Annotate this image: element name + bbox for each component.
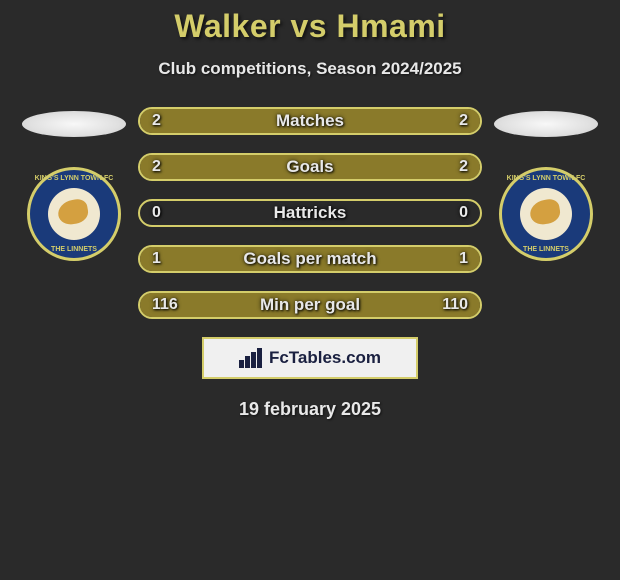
brand-chart-icon bbox=[239, 348, 263, 368]
right-player-col: KING'S LYNN TOWN FC THE LINNETS bbox=[490, 107, 602, 261]
stat-bar: 22Goals bbox=[138, 153, 482, 181]
club-badge-right: KING'S LYNN TOWN FC THE LINNETS bbox=[499, 167, 593, 261]
bar-fill-left bbox=[140, 109, 310, 133]
brand-text: FcTables.com bbox=[269, 348, 381, 368]
stat-bar: 116110Min per goal bbox=[138, 291, 482, 319]
stat-bar: 11Goals per match bbox=[138, 245, 482, 273]
comparison-card: Walker vs Hmami Club competitions, Seaso… bbox=[0, 0, 620, 420]
bar-fill-right bbox=[310, 155, 480, 179]
badge-bird-icon bbox=[528, 198, 562, 227]
stat-bar: 22Matches bbox=[138, 107, 482, 135]
player-photo-placeholder-right bbox=[494, 111, 598, 137]
stat-bar: 0 0Hattricks bbox=[138, 199, 482, 227]
bar-fill-right bbox=[313, 293, 480, 317]
main-row: KING'S LYNN TOWN FC THE LINNETS 22Matche… bbox=[0, 107, 620, 319]
badge-bird-icon bbox=[56, 198, 90, 227]
stat-label: Hattricks bbox=[140, 201, 480, 225]
date-line: 19 february 2025 bbox=[239, 399, 381, 420]
badge-inner bbox=[520, 188, 572, 240]
badge-inner bbox=[48, 188, 100, 240]
badge-bottom-text: THE LINNETS bbox=[30, 246, 118, 253]
player-photo-placeholder-left bbox=[22, 111, 126, 137]
badge-top-text: KING'S LYNN TOWN FC bbox=[502, 175, 590, 182]
stat-value-right: 0 bbox=[459, 201, 468, 225]
page-title: Walker vs Hmami bbox=[174, 8, 445, 45]
badge-top-text: KING'S LYNN TOWN FC bbox=[30, 175, 118, 182]
bar-fill-left bbox=[140, 155, 310, 179]
bar-fill-right bbox=[310, 247, 480, 271]
bar-fill-right bbox=[310, 109, 480, 133]
club-badge-left: KING'S LYNN TOWN FC THE LINNETS bbox=[27, 167, 121, 261]
bar-fill-left bbox=[140, 293, 313, 317]
badge-bottom-text: THE LINNETS bbox=[502, 246, 590, 253]
bar-fill-left bbox=[140, 247, 310, 271]
left-player-col: KING'S LYNN TOWN FC THE LINNETS bbox=[18, 107, 130, 261]
stat-value-left: 0 bbox=[152, 201, 161, 225]
subtitle: Club competitions, Season 2024/2025 bbox=[158, 59, 461, 79]
brand-box[interactable]: FcTables.com bbox=[202, 337, 418, 379]
stats-column: 22Matches 22Goals 0 0Hattricks 11Goals per m… bbox=[130, 107, 490, 319]
